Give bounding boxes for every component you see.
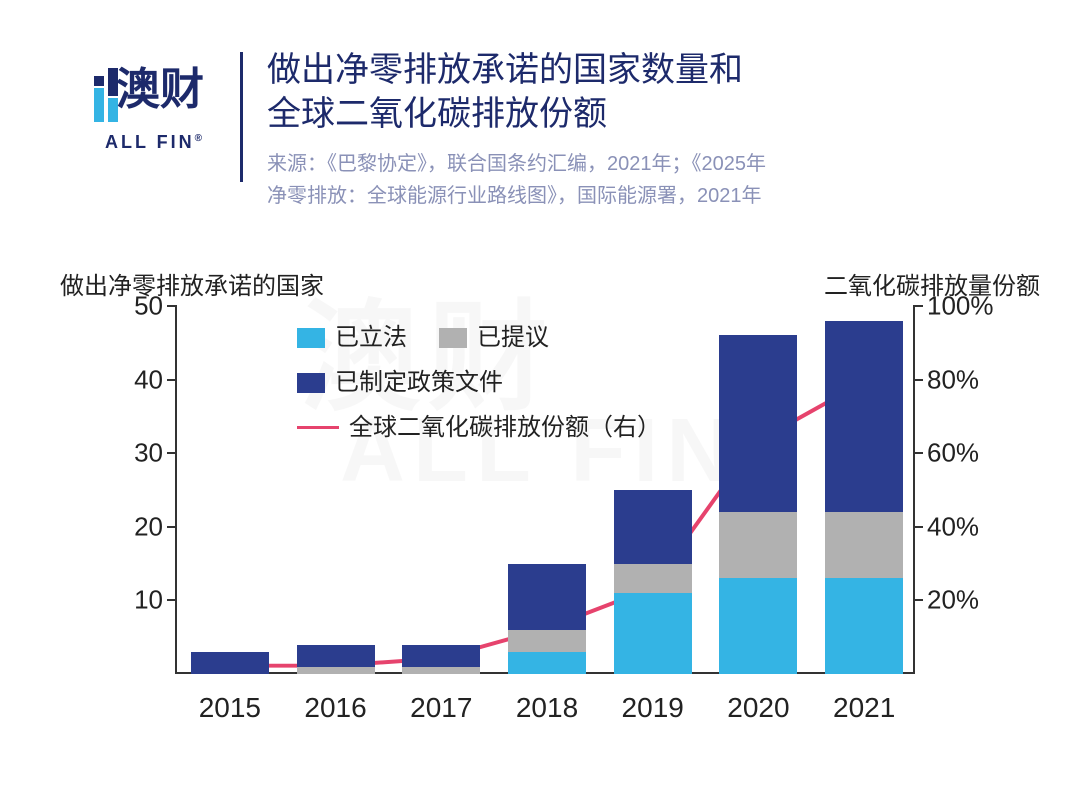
x-label: 2019 <box>622 692 684 724</box>
x-label: 2021 <box>833 692 895 724</box>
bar-seg-proposed <box>719 512 797 578</box>
tick-mark <box>913 452 923 454</box>
swatch-proposed <box>439 328 467 348</box>
chart: 做出净零排放承诺的国家 二氧化碳排放量份额 已立法 已提议 已制定政策文件 <box>80 270 1020 770</box>
bar-seg-policy_doc <box>508 564 586 630</box>
bar-seg-policy_doc <box>825 321 903 512</box>
swatch-line <box>297 426 339 429</box>
legend-label: 已制定政策文件 <box>335 361 503 404</box>
bar-2018 <box>508 564 586 674</box>
legend: 已立法 已提议 已制定政策文件 全球二氧化碳排放份额（右） <box>297 316 661 452</box>
legend-legislated: 已立法 <box>297 316 407 359</box>
bar-seg-policy_doc <box>297 645 375 667</box>
bar-2019 <box>614 490 692 674</box>
x-label: 2017 <box>410 692 472 724</box>
header: 澳财 ALL FIN® 做出净零排放承诺的国家数量和 全球二氧化碳排放份额 来源… <box>90 48 766 212</box>
x-label: 2020 <box>727 692 789 724</box>
y-right-tick: 100% <box>913 291 994 322</box>
tick-mark <box>167 305 177 307</box>
tick-mark <box>167 526 177 528</box>
tick-mark <box>167 452 177 454</box>
legend-policy: 已制定政策文件 <box>297 361 503 404</box>
bar-seg-proposed <box>297 667 375 674</box>
legend-label: 已立法 <box>335 316 407 359</box>
x-label: 2018 <box>516 692 578 724</box>
bar-seg-policy_doc <box>402 645 480 667</box>
x-label: 2016 <box>304 692 366 724</box>
legend-label: 全球二氧化碳排放份额（右） <box>349 406 661 449</box>
bar-2015 <box>191 652 269 674</box>
swatch-policy <box>297 373 325 393</box>
chart-title: 做出净零排放承诺的国家数量和 全球二氧化碳排放份额 <box>267 48 766 136</box>
bar-2021 <box>825 321 903 674</box>
bar-seg-proposed <box>825 512 903 578</box>
bar-seg-proposed <box>402 667 480 674</box>
legend-proposed: 已提议 <box>439 316 549 359</box>
bar-seg-legislated <box>508 652 586 674</box>
logo-block: 澳财 ALL FIN® <box>90 48 220 153</box>
bar-seg-proposed <box>508 630 586 652</box>
y-left-title: 做出净零排放承诺的国家 <box>60 266 324 301</box>
bar-seg-policy_doc <box>191 652 269 674</box>
header-divider <box>240 52 243 182</box>
bar-2017 <box>402 645 480 674</box>
tick-mark <box>913 526 923 528</box>
bar-seg-legislated <box>719 578 797 674</box>
tick-mark <box>913 305 923 307</box>
swatch-legislated <box>297 328 325 348</box>
tick-mark <box>913 379 923 381</box>
plot-area: 已立法 已提议 已制定政策文件 全球二氧化碳排放份额（右） 10 <box>175 306 915 674</box>
logo-icon: 澳财 <box>90 48 220 138</box>
source-text: 来源：《巴黎协定》，联合国条约汇编，2021年；《2025年 净零排放：全球能源… <box>267 148 766 212</box>
legend-line: 全球二氧化碳排放份额（右） <box>297 406 661 449</box>
bar-seg-policy_doc <box>719 335 797 512</box>
x-label: 2015 <box>199 692 261 724</box>
tick-mark <box>167 599 177 601</box>
bar-seg-legislated <box>825 578 903 674</box>
bar-2020 <box>719 335 797 674</box>
bar-2016 <box>297 645 375 674</box>
tick-mark <box>167 379 177 381</box>
svg-text:澳财: 澳财 <box>116 65 204 114</box>
legend-label: 已提议 <box>477 316 549 359</box>
bar-seg-policy_doc <box>614 490 692 564</box>
bar-seg-legislated <box>614 593 692 674</box>
title-block: 做出净零排放承诺的国家数量和 全球二氧化碳排放份额 来源：《巴黎协定》，联合国条… <box>267 48 766 212</box>
tick-mark <box>913 599 923 601</box>
bar-seg-proposed <box>614 564 692 593</box>
